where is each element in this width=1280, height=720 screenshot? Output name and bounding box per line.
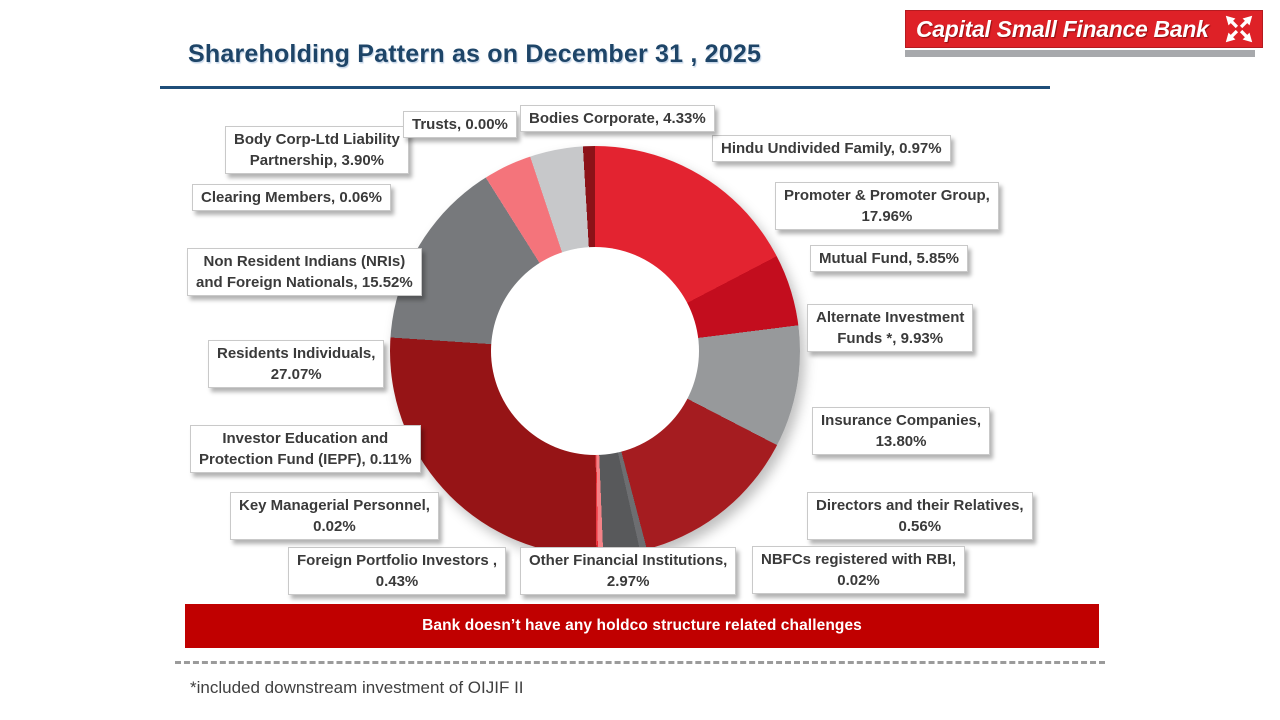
- pie-label-line: Clearing Members, 0.06%: [201, 189, 382, 206]
- pie-label: Non Resident Indians (NRIs) and Foreign N…: [187, 248, 422, 296]
- pie-label-line: Protection Fund (IEPF), 0.11%: [199, 451, 412, 468]
- page-title: Shareholding Pattern as on December 31 ,…: [188, 40, 762, 68]
- pie-label-line: Partnership, 3.90%: [249, 152, 385, 169]
- pie-label-line: Mutual Fund, 5.85%: [819, 250, 960, 267]
- pie-label-line: 0.56%: [898, 518, 942, 535]
- pie-label-line: Directors and their Relatives,: [816, 497, 1024, 514]
- pie-label-line: NBFCs registered with RBI,: [761, 551, 957, 568]
- pie-label-line: Promoter & Promoter Group,: [784, 187, 990, 204]
- pie-label-line: Insurance Companies,: [821, 412, 982, 429]
- pie-label: Mutual Fund, 5.85%: [810, 245, 969, 272]
- pie-label: Investor Education and Protection Fund (I…: [190, 425, 421, 473]
- logo-underline-bar: [905, 50, 1255, 57]
- pie-label-line: 27.07%: [270, 366, 322, 383]
- pie-label: Promoter & Promoter Group, 17.96%: [775, 182, 999, 230]
- pie-label-line: Hindu Undivided Family, 0.97%: [721, 140, 942, 157]
- pie-label: Insurance Companies, 13.80%: [812, 407, 991, 455]
- pie-label: Key Managerial Personnel, 0.02%: [230, 492, 439, 540]
- pie-label: Trusts, 0.00%: [403, 111, 517, 138]
- pie-label: NBFCs registered with RBI, 0.02%: [752, 546, 966, 594]
- pie-label-line: Alternate Investment: [816, 309, 965, 326]
- holdco-banner: Bank doesn’t have any holdco structure r…: [185, 604, 1099, 648]
- pie-label-line: 0.02%: [837, 572, 880, 589]
- pie-label: Foreign Portfolio Investors , 0.43%: [288, 547, 507, 595]
- pie-label-line: Residents Individuals,: [217, 345, 376, 362]
- pie-label-line: Foreign Portfolio Investors ,: [297, 552, 498, 569]
- footnote: *included downstream investment of OIJIF…: [190, 678, 524, 697]
- pie-label: Other Financial Institutions, 2.97%: [520, 547, 737, 595]
- bank-logo-text: Capital Small Finance Bank: [916, 15, 1209, 42]
- pie-label-line: Investor Education and: [222, 430, 389, 447]
- title-rule: [160, 86, 1050, 89]
- pie-label-line: Key Managerial Personnel,: [239, 497, 430, 514]
- pie-label-line: Bodies Corporate, 4.33%: [529, 110, 706, 127]
- pie-label-line: Funds *, 9.93%: [837, 330, 944, 347]
- pie-label-line: 2.97%: [606, 573, 650, 590]
- dashed-divider: [175, 661, 1105, 664]
- pie-label: Body Corp-Ltd Liability Partnership, 3.90…: [225, 126, 409, 174]
- four-corner-arrows-icon: [1224, 14, 1254, 44]
- pie-label-line: Trusts, 0.00%: [412, 116, 508, 133]
- pie-label: Bodies Corporate, 4.33%: [520, 105, 715, 132]
- pie-label-line: and Foreign Nationals, 15.52%: [196, 274, 413, 291]
- pie-label: Clearing Members, 0.06%: [192, 184, 391, 211]
- pie-label-line: Other Financial Institutions,: [529, 552, 728, 569]
- pie-label: Hindu Undivided Family, 0.97%: [712, 135, 951, 162]
- holdco-banner-text: Bank doesn’t have any holdco structure r…: [422, 617, 862, 634]
- pie-label-line: Non Resident Indians (NRIs): [203, 253, 406, 270]
- donut-hole: [491, 247, 699, 455]
- bank-logo: Capital Small Finance Bank: [905, 10, 1263, 48]
- pie-label: Alternate Investment Funds *, 9.93%: [807, 304, 974, 352]
- pie-label-line: 17.96%: [861, 208, 913, 225]
- pie-label-line: Body Corp-Ltd Liability: [234, 131, 400, 148]
- pie-label-line: 0.02%: [313, 518, 356, 535]
- pie-label-line: 13.80%: [875, 433, 927, 450]
- pie-label: Residents Individuals, 27.07%: [208, 340, 385, 388]
- pie-label-line: 0.43%: [375, 573, 419, 590]
- pie-label: Directors and their Relatives, 0.56%: [807, 492, 1033, 540]
